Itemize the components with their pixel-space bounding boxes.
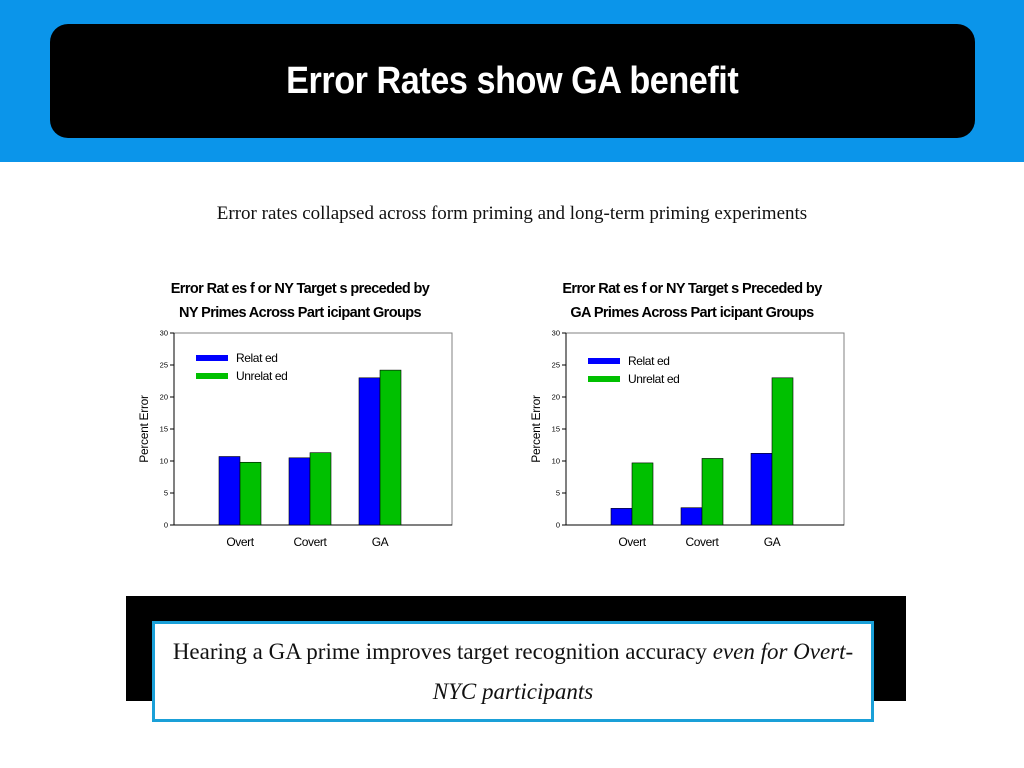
x-category-label: Covert: [686, 535, 720, 549]
bar-related-covert: [288, 457, 311, 526]
chart-title-line: Error Rat es f or NY Target s preceded b…: [171, 281, 430, 297]
title-box: Error Rates show GA benefit: [50, 24, 975, 138]
y-tick-label: 5: [164, 489, 168, 498]
legend-swatch-unrelated: [196, 373, 228, 379]
conclusion-callout: Hearing a GA prime improves target recog…: [152, 621, 874, 722]
legend-label: Unrelat ed: [236, 369, 287, 383]
bar-unrelated-ga: [771, 377, 794, 526]
legend-label: Relat ed: [236, 351, 278, 365]
bar-unrelated-ga: [379, 369, 402, 526]
bar-unrelated-covert: [701, 458, 724, 526]
legend-label: Relat ed: [628, 354, 670, 368]
y-axis-title: Percent Error: [137, 395, 151, 463]
y-tick-label: 25: [552, 361, 560, 370]
chart-ny-primes: Error Rat es f or NY Target s preceded b…: [137, 281, 453, 549]
y-tick-label: 20: [552, 393, 560, 402]
y-tick-label: 30: [552, 329, 560, 338]
bar-unrelated-overt: [239, 461, 262, 526]
legend-label: Unrelat ed: [628, 372, 679, 386]
bar-related-ga: [750, 453, 773, 526]
chart-title-line: Error Rat es f or NY Target s Preceded b…: [562, 281, 822, 297]
bar-unrelated-overt: [631, 462, 654, 526]
y-tick-label: 30: [160, 329, 168, 338]
y-tick-label: 5: [556, 489, 560, 498]
y-tick-label: 0: [164, 521, 168, 530]
chart-title-line: GA Primes Across Part icipant Groups: [570, 305, 814, 321]
header-banner: Error Rates show GA benefit: [0, 0, 1024, 162]
y-tick-label: 10: [160, 457, 168, 466]
chart-ga-primes: Error Rat es f or NY Target s Preceded b…: [529, 281, 845, 549]
y-tick-label: 10: [552, 457, 560, 466]
bar-related-overt: [218, 456, 241, 526]
x-category-label: Covert: [294, 535, 328, 549]
x-category-label: Overt: [618, 535, 646, 549]
y-tick-label: 15: [552, 425, 560, 434]
legend-swatch-related: [196, 355, 228, 361]
y-axis-title: Percent Error: [529, 395, 543, 463]
conclusion-normal-text: Hearing a GA prime improves target recog…: [172, 638, 713, 664]
chart-title-line: NY Primes Across Part icipant Groups: [179, 305, 421, 321]
legend-swatch-unrelated: [588, 376, 620, 382]
y-tick-label: 25: [160, 361, 168, 370]
legend-swatch-related: [588, 358, 620, 364]
conclusion-text: Hearing a GA prime improves target recog…: [155, 632, 871, 712]
y-tick-label: 20: [160, 393, 168, 402]
slide-title: Error Rates show GA benefit: [286, 59, 739, 102]
x-category-label: GA: [372, 535, 389, 549]
x-category-label: GA: [764, 535, 781, 549]
bar-unrelated-covert: [309, 452, 332, 526]
conclusion-italic-text: even for Overt-NYC participants: [432, 638, 854, 704]
y-tick-label: 0: [556, 521, 560, 530]
slide-subtitle: Error rates collapsed across form primin…: [216, 203, 808, 224]
x-category-label: Overt: [226, 535, 254, 549]
bar-related-overt: [610, 508, 633, 526]
bar-related-covert: [680, 507, 703, 526]
bar-related-ga: [358, 377, 381, 526]
y-tick-label: 15: [160, 425, 168, 434]
